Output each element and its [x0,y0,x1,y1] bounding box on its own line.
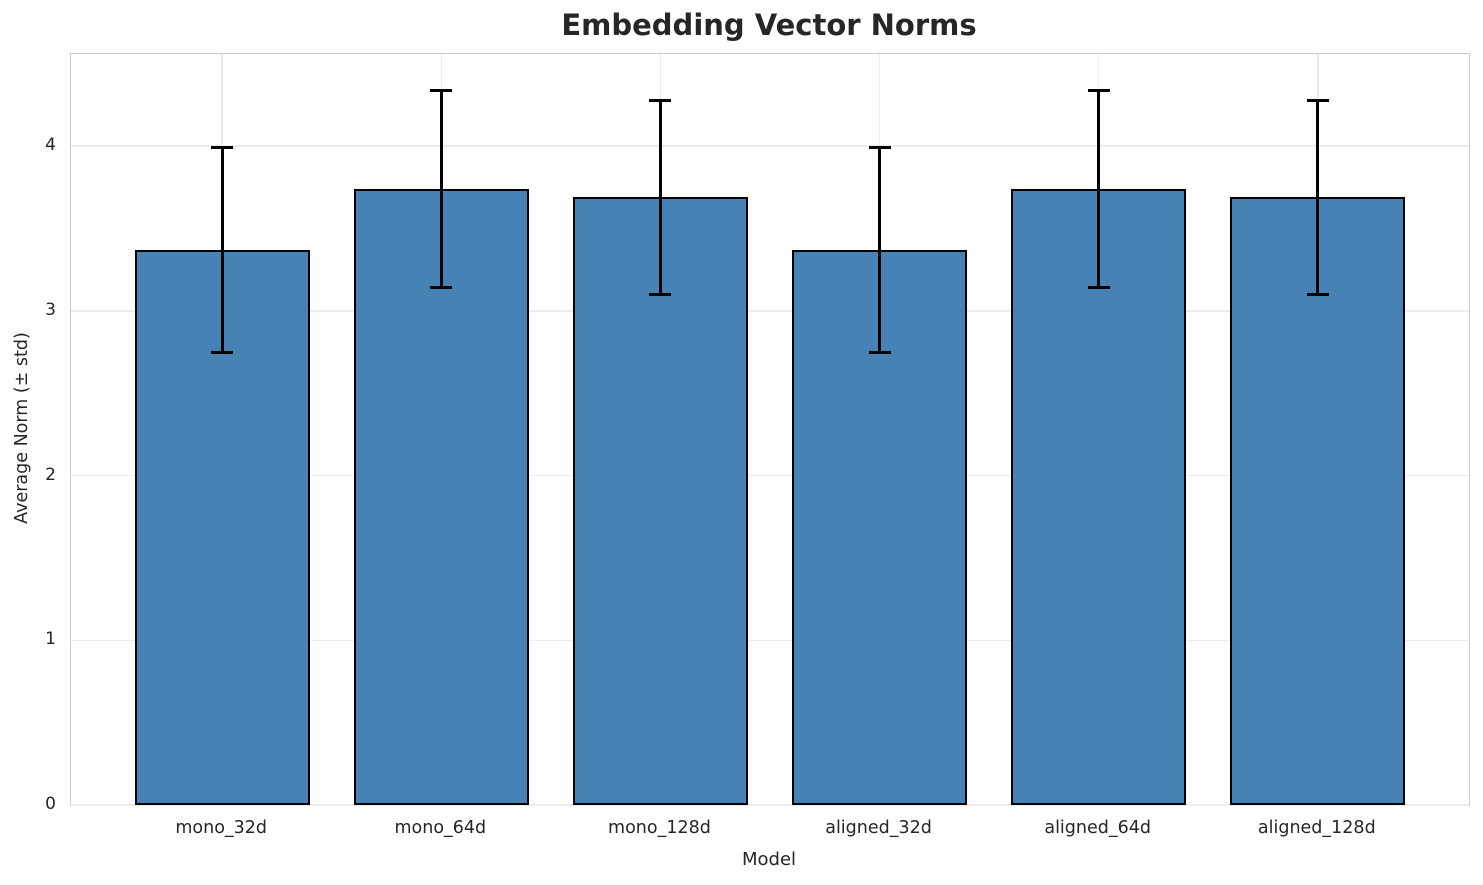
error-bar-cap-bottom [211,350,234,354]
x-axis-label: Model [741,849,797,870]
plot-area [70,53,1470,806]
error-bar-cap-top [430,88,453,92]
chart-title: Embedding Vector Norms [561,8,977,42]
error-bar-cap-top [1087,88,1110,92]
gridline-horizontal [71,474,1469,477]
error-bar-cap-top [211,146,234,150]
y-tick-label: 3 [45,299,56,320]
error-bar-cap-bottom [1306,292,1329,296]
x-tick-label: mono_32d [175,818,268,838]
error-bar-cap-bottom [1087,286,1110,290]
x-tick-label: mono_64d [394,818,487,838]
error-bar-cap-top [868,146,891,150]
bar [1011,189,1187,805]
y-tick-label: 0 [45,794,56,814]
error-bar-stem [1316,100,1320,295]
x-tick-label: aligned_64d [1044,818,1151,838]
bar [572,197,749,805]
error-bar-stem [658,100,662,295]
bar [134,249,310,805]
bar [1230,197,1406,805]
y-tick-label: 1 [45,629,56,650]
x-tick-label: aligned_128d [1257,818,1376,838]
y-axis-label: Average Norm (± std) [12,332,32,524]
x-tick-label: mono_128d [608,818,711,838]
gridline-horizontal [71,804,1469,806]
gridline-horizontal [71,310,1469,312]
error-bar-cap-top [649,98,672,102]
error-bar-stem [1097,90,1101,288]
error-bar-stem [878,147,882,353]
error-bar-stem [220,147,224,353]
gridline-horizontal [71,639,1469,642]
error-bar-cap-bottom [430,286,453,290]
x-tick-label: aligned_32d [825,818,932,838]
error-bar-cap-top [1306,98,1329,102]
bar [353,189,529,805]
error-bar-cap-bottom [649,292,672,296]
gridline-horizontal [71,145,1469,147]
y-tick-label: 2 [45,464,56,485]
error-bar-stem [439,90,443,288]
error-bar-cap-bottom [868,350,891,354]
y-tick-label: 4 [45,135,56,156]
